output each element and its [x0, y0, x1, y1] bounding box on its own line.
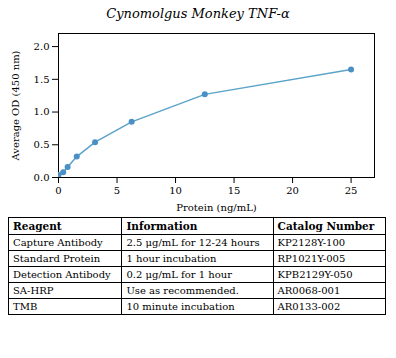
- svg-text:15: 15: [228, 185, 241, 196]
- html-text:TMB: TMB: [13, 301, 38, 312]
- html-text:Information: Information: [126, 220, 198, 232]
- svg-text:20: 20: [286, 185, 299, 196]
- svg-text:0.5: 0.5: [34, 139, 50, 150]
- html-text:Cynomolgus Monkey TNF-α: Cynomolgus Monkey TNF-α: [106, 6, 290, 21]
- svg-text:10: 10: [169, 185, 182, 196]
- html-text:AR0133-002: AR0133-002: [277, 301, 341, 312]
- svg-text:Average OD (450 nm): Average OD (450 nm): [10, 50, 21, 161]
- svg-text:Protein (ng/mL): Protein (ng/mL): [176, 202, 257, 213]
- svg-text:0: 0: [55, 185, 61, 196]
- svg-text:2.0: 2.0: [34, 41, 50, 52]
- html-text:SA-HRP: SA-HRP: [13, 285, 54, 296]
- html-text:2.5 μg/mL for 12-24 hours: 2.5 μg/mL for 12-24 hours: [126, 237, 260, 248]
- svg-text:0.0: 0.0: [34, 172, 50, 183]
- html-text:10 minute incubation: 10 minute incubation: [126, 301, 235, 312]
- svg-text:1.5: 1.5: [34, 74, 50, 85]
- html-text:KPB2129Y-050: KPB2129Y-050: [277, 269, 353, 280]
- html-text:Use as recommended.: Use as recommended.: [126, 285, 239, 296]
- html-text:0.2 μg/mL for 1 hour: 0.2 μg/mL for 1 hour: [126, 269, 232, 280]
- svg-text:25: 25: [345, 185, 358, 196]
- html-text:Detection Antibody: Detection Antibody: [13, 269, 111, 280]
- html-text:Standard Protein: Standard Protein: [13, 253, 101, 264]
- html-text:Capture Antibody: Capture Antibody: [13, 237, 103, 248]
- html-text:Catalog Number: Catalog Number: [277, 220, 375, 232]
- html-text:1 hour incubation: 1 hour incubation: [126, 253, 217, 264]
- html-text:AR0068-001: AR0068-001: [277, 285, 341, 296]
- svg-text:1.0: 1.0: [34, 106, 50, 117]
- html-text:Reagent: Reagent: [13, 220, 62, 232]
- html-text:RP1021Y-005: RP1021Y-005: [277, 253, 346, 264]
- html-text:KP2128Y-100: KP2128Y-100: [277, 237, 346, 248]
- svg-text:5: 5: [114, 185, 120, 196]
